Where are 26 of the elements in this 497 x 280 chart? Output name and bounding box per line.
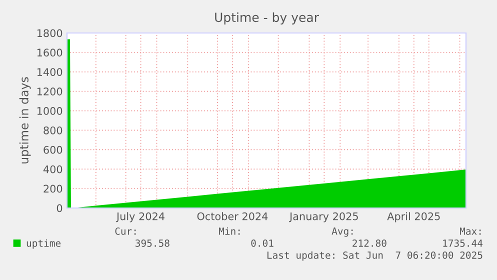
y-tick-label: 400 xyxy=(43,165,62,174)
text: Avg: xyxy=(332,228,353,237)
text: Last update: Sat Jun 7 06:20:00 2025 xyxy=(267,251,482,261)
text: Min: xyxy=(218,227,240,235)
y-tick-label: 1600 xyxy=(37,48,62,57)
text: 395.58 xyxy=(136,239,170,247)
x-tick-label: April 2025 xyxy=(387,212,440,222)
x-tick-label: October 2024 xyxy=(197,212,268,220)
y-tick-label: 0 xyxy=(56,204,62,212)
y-tick-label: 1200 xyxy=(37,88,62,96)
y-tick-label: 200 xyxy=(44,184,62,193)
y-axis-title: uptime in days xyxy=(19,77,31,164)
y-tick-label: 600 xyxy=(44,146,62,154)
text: Cur: xyxy=(115,227,136,235)
text: Max: xyxy=(460,228,481,235)
text: 1735.44 xyxy=(443,239,483,247)
y-tick-label: 1000 xyxy=(37,107,62,115)
y-tick-label: 800 xyxy=(44,126,62,134)
y-tick-label: 1800 xyxy=(37,29,62,38)
y-tick-label: 1400 xyxy=(37,68,62,76)
text: 212.80 xyxy=(352,239,386,247)
legend-label: uptime xyxy=(26,239,61,249)
chart-title: Uptime - by year xyxy=(215,12,319,24)
x-tick-label: July 2024 xyxy=(116,212,164,222)
text: 0.01 xyxy=(251,239,274,247)
x-tick-label: January 2025 xyxy=(288,212,358,222)
